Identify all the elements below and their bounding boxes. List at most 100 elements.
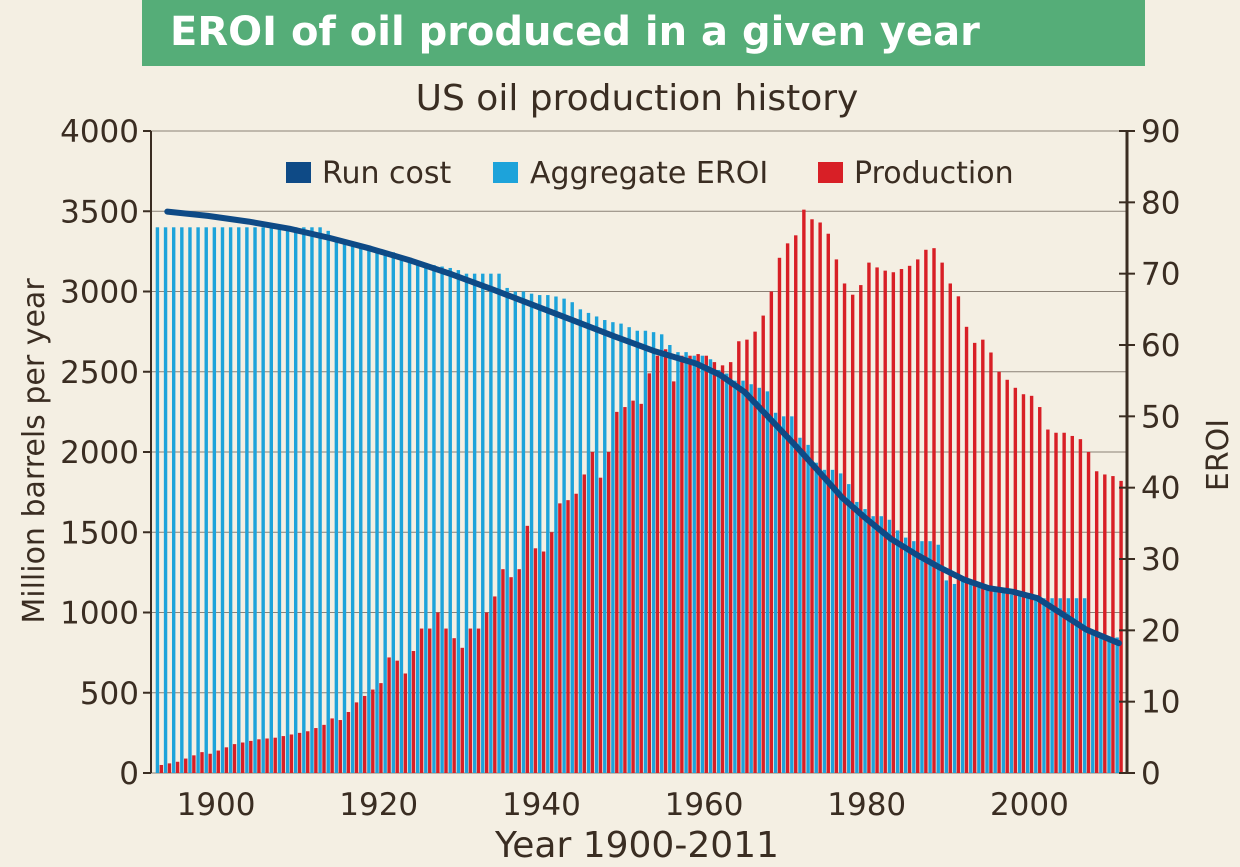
production-bar: [550, 532, 554, 773]
aggregate-eroi-bars: [155, 227, 1119, 774]
aggregate-eroi-bar: [1009, 594, 1014, 773]
y2-tick-label: 60: [1141, 328, 1180, 364]
aggregate-eroi-bar: [570, 302, 574, 773]
production-bar: [1078, 439, 1083, 773]
aggregate-eroi-bar: [1082, 598, 1087, 773]
production-bar: [655, 355, 660, 773]
aggregate-eroi-bar: [415, 261, 420, 773]
production-bar: [647, 373, 652, 773]
production-bar: [688, 355, 692, 773]
aggregate-eroi-bar: [529, 293, 534, 773]
aggregate-eroi-bar: [212, 227, 217, 774]
aggregate-eroi-bar: [562, 298, 566, 773]
axes: 0 500 1000 1500 2000 2500 3000 3500 4000 0 10 20 30 4…: [60, 114, 1180, 823]
aggregate-eroi-bar: [578, 309, 583, 773]
production-bar: [761, 315, 765, 773]
production-bar: [476, 628, 481, 773]
aggregate-eroi-bar: [448, 267, 452, 773]
production-bar: [672, 381, 676, 773]
production-bar: [159, 764, 164, 773]
legend-swatch-aggregate-eroi: [493, 162, 518, 183]
production-bar: [932, 248, 936, 774]
aggregate-eroi-bar: [977, 587, 981, 773]
aggregate-eroi-bar: [611, 322, 615, 773]
aggregate-eroi-bar: [603, 320, 607, 773]
aggregate-eroi-bar: [586, 312, 591, 773]
aggregate-eroi-bar: [1091, 633, 1095, 773]
aggregate-eroi-bar: [814, 462, 818, 773]
aggregate-eroi-bar: [855, 501, 859, 773]
aggregate-eroi-bar: [228, 227, 233, 774]
aggregate-eroi-bar: [1001, 591, 1005, 773]
y2-tick-label: 40: [1141, 471, 1180, 507]
aggregate-eroi-bar: [163, 227, 168, 774]
y-tick-label: 4000: [60, 114, 139, 150]
aggregate-eroi-bar: [700, 355, 705, 773]
production-bar: [598, 477, 603, 773]
y-tick-label: 1500: [60, 515, 139, 551]
production-bar: [566, 500, 570, 773]
production-bar: [842, 283, 847, 773]
production-bar: [745, 339, 749, 773]
aggregate-eroi-bar: [1099, 633, 1103, 773]
production-bar: [184, 758, 188, 773]
x-tick-label: 2000: [990, 787, 1069, 823]
aggregate-eroi-bar: [326, 230, 330, 773]
production-bar: [875, 267, 879, 773]
chart-title: US oil production history: [416, 78, 859, 119]
aggregate-eroi-bar: [847, 484, 851, 773]
production-bar: [1013, 387, 1018, 773]
aggregate-eroi-bar: [253, 227, 257, 774]
legend-label-run-cost: Run cost: [322, 156, 452, 191]
production-bar: [606, 452, 611, 773]
y-tick-label: 1000: [60, 596, 139, 632]
aggregate-eroi-bar: [1017, 594, 1022, 773]
production-bar: [582, 474, 586, 773]
aggregate-eroi-bar: [424, 262, 428, 773]
aggregate-eroi-bar: [293, 227, 298, 774]
production-bar: [826, 233, 830, 774]
production-bar: [769, 291, 774, 773]
aggregate-eroi-bar: [790, 416, 794, 773]
production-bar: [460, 647, 464, 773]
aggregate-eroi-bar: [716, 369, 721, 773]
aggregate-eroi-bar: [489, 273, 493, 773]
x-tick-label: 1920: [339, 787, 418, 823]
production-bar: [281, 736, 286, 773]
production-bar: [314, 728, 318, 773]
production-bar: [916, 259, 920, 773]
y2-tick-label: 70: [1141, 257, 1180, 293]
y-axis-title: Million barrels per year: [17, 278, 52, 624]
production-bar: [525, 525, 530, 773]
legend-label-production: Production: [854, 156, 1014, 191]
production-bar: [167, 763, 172, 773]
aggregate-eroi-bar: [879, 516, 883, 773]
aggregate-eroi-bar: [513, 291, 517, 773]
production-bar: [794, 235, 798, 773]
production-bar: [395, 660, 399, 773]
production-bar: [541, 551, 546, 773]
y2-tick-label: 30: [1141, 542, 1180, 578]
production-bar: [371, 689, 375, 773]
title-banner: EROI of oil produced in a given year: [142, 0, 1145, 66]
aggregate-eroi-bar: [643, 330, 648, 773]
aggregate-eroi-bar: [952, 583, 957, 773]
production-bar: [533, 548, 538, 773]
production-bar: [948, 283, 952, 773]
legend-swatch-production: [818, 162, 843, 183]
run-cost-polyline: [164, 208, 1122, 647]
aggregate-eroi-bar: [920, 541, 924, 773]
production-bar: [753, 331, 757, 773]
production-bar: [411, 651, 416, 773]
production-bar: [379, 683, 383, 773]
y2-tick-label: 0: [1141, 756, 1161, 792]
legend-label-aggregate-eroi: Aggregate EROI: [530, 156, 768, 191]
aggregate-eroi-bar: [668, 345, 672, 773]
y-tick-label: 3000: [60, 275, 139, 311]
production-bar: [338, 720, 342, 773]
production-bar: [785, 243, 790, 774]
aggregate-eroi-bar: [960, 580, 965, 773]
aggregate-eroi-bar: [993, 591, 997, 773]
production-bar: [997, 371, 1001, 773]
aggregate-eroi-bar: [399, 255, 404, 774]
